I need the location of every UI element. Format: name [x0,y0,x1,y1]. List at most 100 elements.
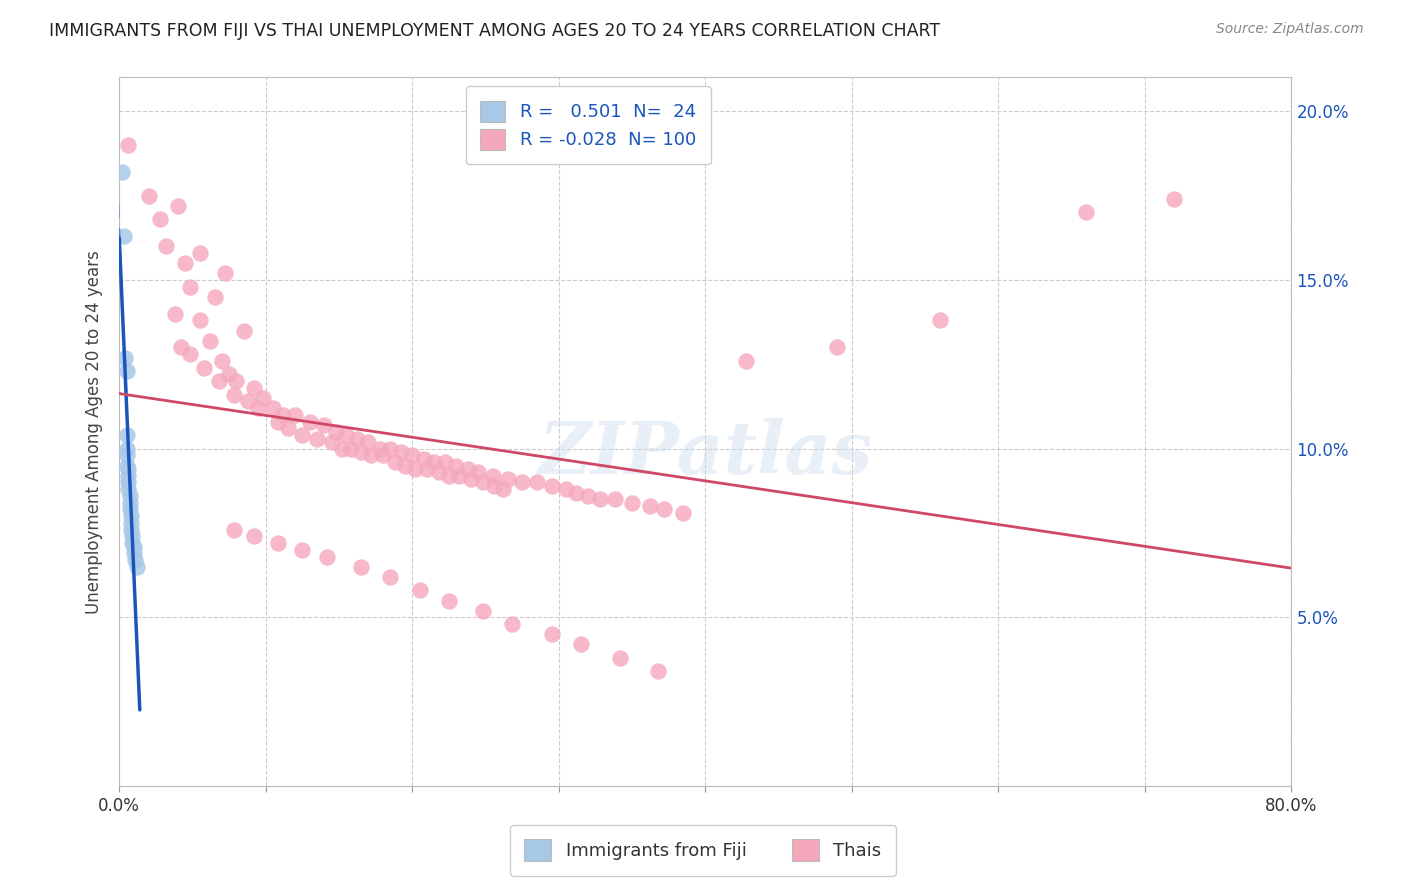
Text: IMMIGRANTS FROM FIJI VS THAI UNEMPLOYMENT AMONG AGES 20 TO 24 YEARS CORRELATION : IMMIGRANTS FROM FIJI VS THAI UNEMPLOYMEN… [49,22,941,40]
Point [118,496,141,510]
Point [501,617,523,632]
Point [222,523,245,537]
Point [1163,192,1185,206]
Point [540,479,562,493]
Point [389,445,412,459]
Point [638,499,661,513]
Point [125,559,148,574]
Point [204,290,226,304]
Point [112,229,135,244]
Point [115,364,138,378]
Point [565,485,588,500]
Point [243,381,266,395]
Point [174,256,197,270]
Point [339,442,361,456]
Point [120,516,142,530]
Point [117,482,139,496]
Point [155,239,177,253]
Point [314,418,336,433]
Point [360,449,382,463]
Point [247,401,270,416]
Point [346,432,368,446]
Point [321,434,343,449]
Point [117,475,139,490]
Point [350,559,373,574]
Point [307,432,329,446]
Point [460,472,482,486]
Point [114,351,136,365]
Point [222,387,245,401]
Point [416,462,439,476]
Point [325,425,347,439]
Point [437,468,460,483]
Point [449,468,471,483]
Point [437,593,460,607]
Point [482,468,505,483]
Point [825,340,848,354]
Point [446,458,468,473]
Point [569,637,592,651]
Point [672,506,695,520]
Text: Source: ZipAtlas.com: Source: ZipAtlas.com [1216,22,1364,37]
Point [118,489,141,503]
Point [170,340,193,354]
Point [467,465,489,479]
Point [380,442,402,456]
Point [433,455,456,469]
Point [232,324,254,338]
Point [371,449,394,463]
Point [291,428,314,442]
Point [576,489,599,503]
Point [1076,205,1098,219]
Point [211,354,233,368]
Point [510,475,533,490]
Point [121,536,143,550]
Point [423,455,446,469]
Point [243,529,266,543]
Point [138,188,160,202]
Point [484,479,506,493]
Point [266,536,288,550]
Y-axis label: Unemployment Among Ages 20 to 24 years: Unemployment Among Ages 20 to 24 years [86,250,103,614]
Point [647,665,669,679]
Point [115,442,138,456]
Point [188,246,211,260]
Point [115,449,138,463]
Legend: Immigrants from Fiji, Thais: Immigrants from Fiji, Thais [510,825,896,876]
Point [284,408,307,422]
Point [471,604,494,618]
Point [457,462,479,476]
Point [401,449,423,463]
Point [273,408,295,422]
Point [603,492,626,507]
Point [111,165,134,179]
Point [179,279,201,293]
Point [471,475,494,490]
Point [394,458,416,473]
Point [357,434,380,449]
Point [298,415,321,429]
Point [589,492,612,507]
Point [654,502,676,516]
Point [404,462,426,476]
Point [492,482,515,496]
Point [163,307,186,321]
Point [122,540,145,554]
Point [384,455,406,469]
Point [427,465,450,479]
Point [117,137,139,152]
Point [179,347,201,361]
Point [115,428,138,442]
Point [117,462,139,476]
Point [208,374,231,388]
Point [149,212,172,227]
Point [252,391,274,405]
Point [266,415,288,429]
Legend: R =   0.501  N=  24, R = -0.028  N= 100: R = 0.501 N= 24, R = -0.028 N= 100 [465,87,710,164]
Text: ZIPatlas: ZIPatlas [538,417,873,489]
Point [330,442,353,456]
Point [117,468,139,483]
Point [555,482,578,496]
Point [408,583,430,598]
Point [540,627,562,641]
